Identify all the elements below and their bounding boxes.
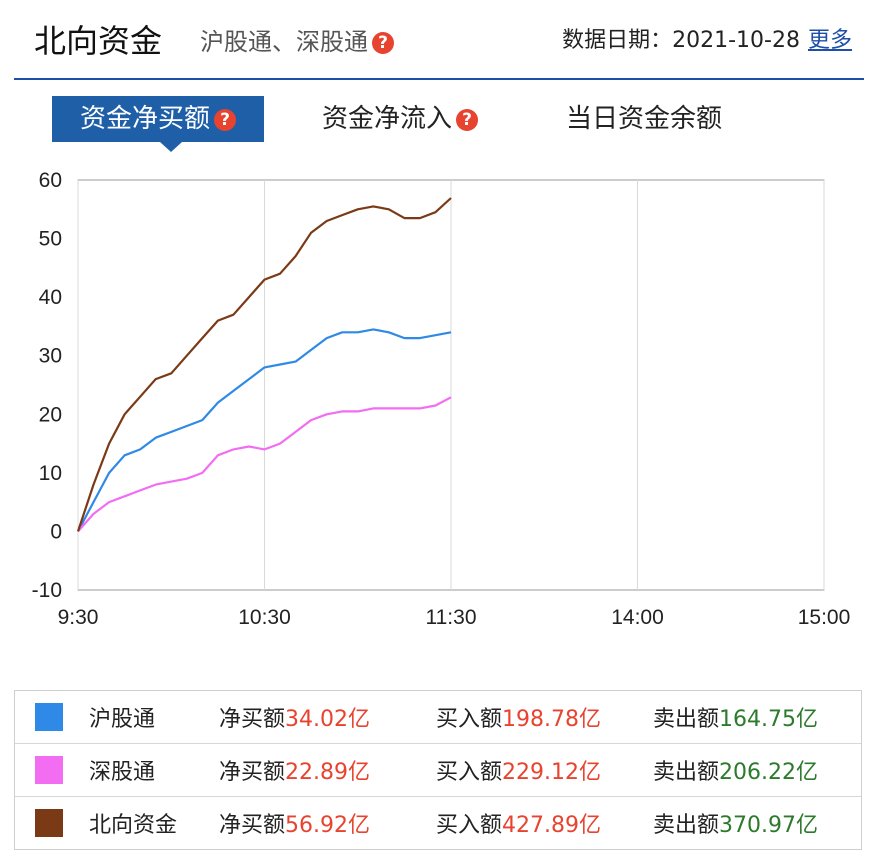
tab-bar: 资金净买额? 资金净流入? 当日资金余额 xyxy=(0,96,880,152)
x-tick-label: 10:30 xyxy=(238,606,291,629)
legend-row: 深股通 净买额22.89亿 买入额229.12亿 卖出额206.22亿 xyxy=(15,744,861,797)
legend-row: 沪股通 净买额34.02亿 买入额198.78亿 卖出额164.75亿 xyxy=(15,691,861,744)
legend-sell: 卖出额370.97亿 xyxy=(653,807,853,839)
tab-balance[interactable]: 当日资金余额 xyxy=(566,96,722,142)
help-icon[interactable]: ? xyxy=(456,108,479,131)
legend-name: 北向资金 xyxy=(89,813,178,838)
legend-swatch xyxy=(35,809,63,837)
sell-label: 卖出额 xyxy=(653,707,720,732)
y-tick-label: 50 xyxy=(39,228,62,251)
subtitle: 沪股通、深股通? xyxy=(200,22,394,57)
buy-value: 198.78亿 xyxy=(502,707,601,732)
sell-label: 卖出额 xyxy=(653,813,720,838)
legend-net: 净买额56.92亿 xyxy=(219,807,436,839)
more-link[interactable]: 更多 xyxy=(807,28,852,53)
date-area: 数据日期：2021-10-28 更多 xyxy=(562,22,852,54)
series-line xyxy=(77,396,452,533)
subtitle-text: 沪股通、深股通 xyxy=(200,28,368,56)
y-tick-label: 60 xyxy=(39,169,62,192)
x-tick-label: 11:30 xyxy=(426,606,477,629)
y-tick-label: 20 xyxy=(39,403,62,426)
net-label: 净买额 xyxy=(219,813,286,838)
legend-swatch xyxy=(35,756,63,784)
series-line xyxy=(76,197,452,532)
sell-label: 卖出额 xyxy=(653,760,720,785)
legend-name: 深股通 xyxy=(89,760,156,785)
tab-net-inflow-label: 资金净流入 xyxy=(322,104,453,134)
line-chart: 9:30 10:30 11:30 14:00 15:00 60 50 40 30 20 10 0 -10 xyxy=(32,169,851,629)
legend-name: 沪股通 xyxy=(89,707,156,732)
tab-net-buy[interactable]: 资金净买额? xyxy=(52,96,265,152)
net-label: 净买额 xyxy=(219,760,286,785)
buy-label: 买入额 xyxy=(436,813,503,838)
buy-value: 427.89亿 xyxy=(502,813,601,838)
legend-table: 沪股通 净买额34.02亿 买入额198.78亿 卖出额164.75亿 深股通 … xyxy=(14,690,862,850)
x-tick-label: 9:30 xyxy=(58,606,99,629)
help-icon[interactable]: ? xyxy=(214,108,237,131)
y-tick-label: 30 xyxy=(39,345,62,368)
sell-value: 164.75亿 xyxy=(719,707,818,732)
buy-label: 买入额 xyxy=(436,760,503,785)
y-tick-label: 10 xyxy=(39,462,62,485)
page-title: 北向资金 xyxy=(34,22,163,60)
tab-active-arrow xyxy=(160,142,182,152)
help-icon[interactable]: ? xyxy=(372,32,394,54)
header-divider xyxy=(14,78,864,80)
y-tick-label: 0 xyxy=(50,520,62,543)
chart-area: 9:30 10:30 11:30 14:00 15:00 60 50 40 30 20 10 0 -10 xyxy=(0,160,880,640)
y-tick-label: 40 xyxy=(39,286,62,309)
y-tick-label: -10 xyxy=(32,579,62,602)
legend-sell: 卖出额206.22亿 xyxy=(653,754,853,786)
x-tick-label: 15:00 xyxy=(798,606,851,629)
net-value: 56.92亿 xyxy=(285,813,370,838)
tab-balance-label: 当日资金余额 xyxy=(566,104,723,134)
legend-swatch xyxy=(35,703,63,731)
net-label: 净买额 xyxy=(219,707,286,732)
buy-label: 买入额 xyxy=(436,707,503,732)
sell-value: 370.97亿 xyxy=(719,813,818,838)
net-value: 22.89亿 xyxy=(285,760,370,785)
legend-buy: 买入额229.12亿 xyxy=(436,754,653,786)
series-line xyxy=(77,328,452,532)
net-value: 34.02亿 xyxy=(285,707,370,732)
legend-row: 北向资金 净买额56.92亿 买入额427.89亿 卖出额370.97亿 xyxy=(15,797,861,849)
buy-value: 229.12亿 xyxy=(502,760,601,785)
tab-net-inflow[interactable]: 资金净流入? xyxy=(322,96,479,142)
tab-net-buy-label: 资金净买额 xyxy=(80,104,211,134)
sell-value: 206.22亿 xyxy=(719,760,818,785)
legend-net: 净买额34.02亿 xyxy=(219,701,436,733)
date-label: 数据日期： xyxy=(562,28,673,53)
date-value: 2021-10-28 xyxy=(672,28,800,53)
header: 北向资金 沪股通、深股通? 数据日期：2021-10-28 更多 xyxy=(0,0,880,82)
legend-sell: 卖出额164.75亿 xyxy=(653,701,853,733)
legend-buy: 买入额427.89亿 xyxy=(436,807,653,839)
legend-net: 净买额22.89亿 xyxy=(219,754,436,786)
x-tick-label: 14:00 xyxy=(611,606,664,629)
legend-buy: 买入额198.78亿 xyxy=(436,701,653,733)
